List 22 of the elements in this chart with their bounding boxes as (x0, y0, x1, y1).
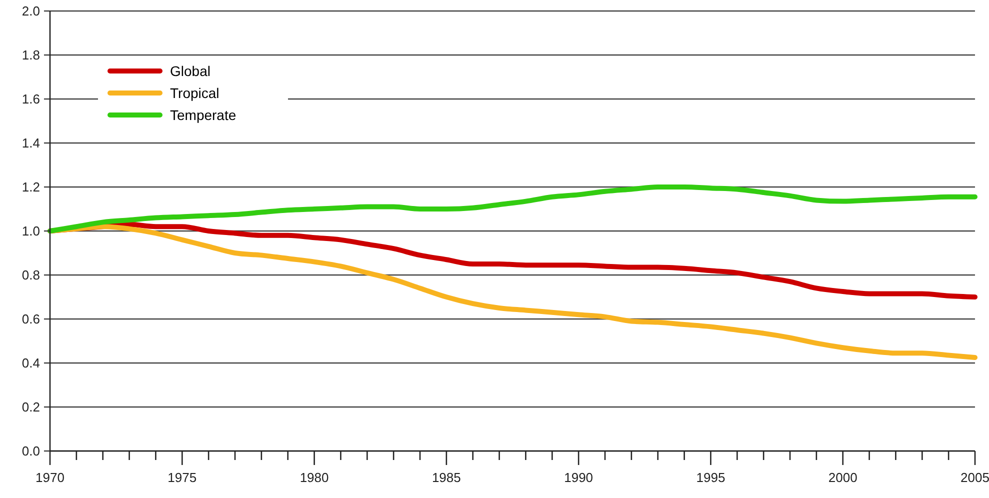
legend-label: Global (170, 63, 210, 79)
x-tick-label: 1975 (168, 470, 197, 485)
x-tick-label: 1995 (696, 470, 726, 485)
x-tick-label: 1970 (36, 470, 64, 485)
y-tick-label: 0.6 (22, 312, 40, 327)
x-tick-label: 1985 (432, 470, 461, 485)
y-tick-label: 2.0 (22, 4, 40, 19)
y-tick-label: 0.8 (22, 268, 40, 283)
legend-label: Temperate (170, 107, 236, 123)
x-tick-label: 1980 (300, 470, 329, 485)
x-tick-label: 2005 (960, 470, 989, 485)
y-tick-label: 1.4 (22, 136, 40, 151)
y-tick-label: 0.4 (22, 356, 40, 371)
x-tick-label: 1990 (564, 470, 594, 485)
y-tick-label: 0.0 (22, 444, 40, 459)
y-tick-label: 1.2 (22, 180, 40, 195)
y-tick-label: 1.0 (22, 224, 40, 239)
legend-label: Tropical (170, 85, 220, 101)
y-tick-label: 0.2 (22, 400, 40, 415)
y-tick-label: 1.8 (22, 48, 40, 63)
x-tick-label: 2000 (828, 470, 858, 485)
y-tick-label: 1.6 (22, 92, 40, 107)
